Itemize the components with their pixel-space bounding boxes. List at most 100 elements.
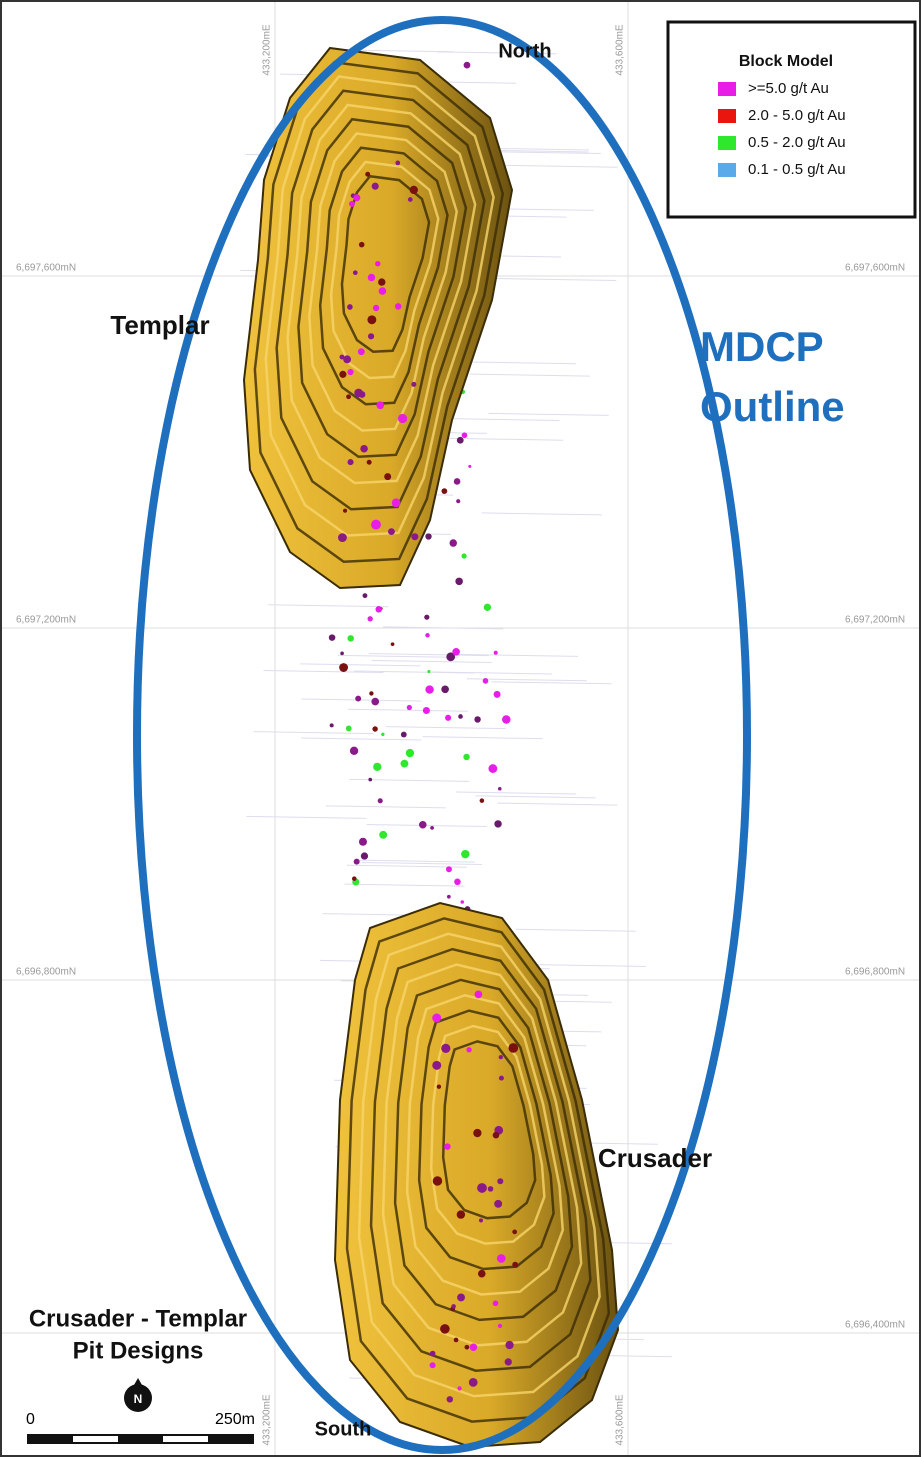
drill-intercept	[465, 1345, 470, 1350]
easting-label: 433,600mE	[615, 1394, 626, 1445]
drill-intercept	[499, 1076, 504, 1081]
drill-intercept	[395, 161, 400, 166]
drill-intercept	[375, 606, 382, 613]
drill-intercept	[478, 1270, 486, 1278]
drill-intercept	[376, 401, 384, 409]
drill-intercept	[441, 488, 447, 494]
drill-intercept	[381, 733, 384, 736]
drill-intercept	[461, 850, 469, 858]
drill-intercept	[346, 394, 351, 399]
drill-intercept	[457, 437, 464, 444]
drill-intercept	[354, 389, 363, 398]
drill-intercept	[502, 715, 510, 723]
drill-intercept	[437, 1085, 441, 1089]
drill-intercept	[480, 798, 485, 803]
drill-intercept	[445, 715, 451, 721]
drill-intercept	[340, 652, 344, 656]
drill-intercept	[425, 685, 433, 693]
drill-intercept	[457, 1294, 465, 1302]
drill-intercept	[353, 194, 360, 201]
drill-intercept	[468, 465, 471, 468]
legend-swatch	[718, 82, 736, 96]
northing-label: 6,697,200mN	[16, 615, 76, 626]
drill-intercept	[451, 1304, 456, 1309]
drill-intercept	[494, 651, 498, 655]
drill-intercept	[493, 1300, 499, 1306]
caption: Crusader - Templar	[29, 1305, 247, 1332]
drill-intercept	[375, 261, 380, 266]
drill-intercept	[371, 520, 381, 530]
drill-intercept	[368, 274, 375, 281]
drill-intercept	[410, 186, 418, 194]
drill-intercept	[424, 615, 429, 620]
drill-intercept	[352, 876, 357, 881]
drill-intercept	[474, 716, 480, 722]
drill-intercept	[407, 705, 412, 710]
drill-intercept	[401, 760, 409, 768]
northing-label: 6,696,800mN	[845, 967, 905, 978]
drill-intercept	[499, 1055, 503, 1059]
drill-intercept	[461, 553, 466, 558]
drill-intercept	[469, 1378, 478, 1387]
drill-intercept	[427, 670, 430, 673]
drill-intercept	[440, 1324, 450, 1334]
drill-intercept	[373, 763, 381, 771]
drill-intercept	[338, 533, 347, 542]
drill-intercept	[505, 1358, 512, 1365]
caption: Pit Designs	[73, 1337, 204, 1364]
northing-label: 6,697,600mN	[845, 263, 905, 274]
drill-intercept	[457, 1210, 465, 1218]
legend-swatch	[718, 109, 736, 123]
drill-intercept	[452, 648, 460, 656]
outline-label: Outline	[700, 383, 845, 430]
drill-intercept	[373, 305, 379, 311]
drill-intercept	[479, 1218, 483, 1222]
drill-intercept	[508, 1043, 518, 1053]
drill-intercept	[473, 1129, 481, 1137]
drill-intercept	[446, 866, 452, 872]
drill-intercept	[391, 642, 395, 646]
drill-intercept	[419, 821, 427, 829]
drill-intercept	[449, 539, 456, 546]
drill-intercept	[329, 634, 335, 640]
drill-intercept	[379, 287, 387, 295]
drill-intercept	[494, 820, 501, 827]
drill-intercept	[384, 473, 391, 480]
easting-label: 433,200mE	[262, 24, 273, 75]
drill-intercept	[359, 838, 367, 846]
drill-intercept	[392, 498, 401, 507]
drill-intercept	[346, 725, 352, 731]
drill-intercept	[368, 333, 374, 339]
legend-label: 2.0 - 5.0 g/t Au	[748, 107, 846, 124]
legend-title: Block Model	[739, 53, 833, 70]
drill-intercept	[349, 201, 355, 207]
drill-intercept	[458, 714, 463, 719]
drill-intercept	[423, 707, 430, 714]
drill-intercept	[477, 1183, 487, 1193]
drill-intercept	[484, 604, 491, 611]
drill-intercept	[372, 726, 377, 731]
easting-label: 433,200mE	[262, 1394, 273, 1445]
legend-label: 0.1 - 0.5 g/t Au	[748, 161, 846, 178]
drill-intercept	[497, 1254, 506, 1263]
drill-intercept	[343, 509, 347, 513]
drill-intercept	[398, 414, 407, 423]
drill-intercept	[347, 459, 353, 465]
drill-intercept	[347, 369, 353, 375]
drill-intercept	[447, 1396, 453, 1402]
map-figure: 433,200mE433,200mE433,600mE433,600mE6,69…	[0, 0, 921, 1457]
drill-intercept	[464, 62, 471, 69]
legend-label: >=5.0 g/t Au	[748, 80, 829, 97]
pit-label: Templar	[110, 310, 209, 340]
drill-intercept	[358, 348, 365, 355]
drill-intercept	[463, 754, 469, 760]
drill-intercept	[347, 304, 353, 310]
drill-intercept	[339, 663, 348, 672]
drill-intercept	[353, 270, 358, 275]
drill-intercept	[367, 460, 372, 465]
drill-intercept	[483, 678, 489, 684]
drill-intercept	[369, 691, 373, 695]
drill-intercept	[378, 278, 385, 285]
drill-intercept	[330, 723, 334, 727]
drill-intercept	[441, 685, 449, 693]
